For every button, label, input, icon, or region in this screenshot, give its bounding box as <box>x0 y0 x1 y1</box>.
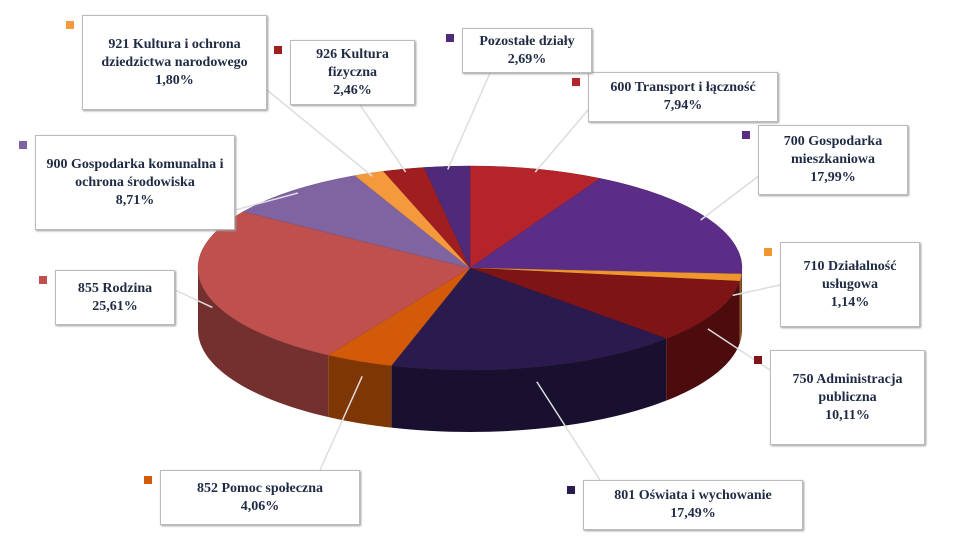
legend-marker <box>742 131 750 139</box>
category-label: 600 Transport i łączność <box>610 80 756 95</box>
legend-marker <box>572 78 580 86</box>
slice-side <box>739 273 742 344</box>
value-label: 8,71% <box>115 192 155 208</box>
legend-marker <box>567 486 575 494</box>
callout-label: 700 Gospodarka mieszkaniowa 17,99% <box>758 125 908 195</box>
category-label: 926 Kultura fizyczna <box>316 46 389 80</box>
leader-line <box>359 104 407 173</box>
leader-line <box>234 192 299 211</box>
value-label: 2,69% <box>507 51 547 67</box>
legend-marker <box>39 276 47 284</box>
callout-label: 926 Kultura fizyczna 2,46% <box>290 40 415 105</box>
leader-line <box>700 174 761 221</box>
callout-label: 900 Gospodarka komunalna i ochrona środo… <box>35 135 235 230</box>
category-label: 900 Gospodarka komunalna i ochrona środo… <box>46 156 224 190</box>
pie-slice <box>469 178 743 275</box>
category-label: 852 Pomoc społeczna <box>197 480 323 496</box>
value-label: 7,94% <box>663 98 703 113</box>
legend-marker <box>144 476 152 484</box>
value-label: 1,80% <box>155 72 194 88</box>
legend-marker <box>19 141 27 149</box>
callout-label: 750 Administracja publiczna 10,11% <box>770 350 925 445</box>
legend-marker <box>446 34 454 42</box>
pie-slice <box>242 175 471 269</box>
value-label: 4,06% <box>240 498 280 514</box>
callout-label: 855 Rodzina 25,61% <box>55 270 175 325</box>
callout-label: 710 Działalność usługowa 1,14% <box>780 242 920 327</box>
legend-marker <box>66 21 74 29</box>
value-label: 1,14% <box>830 294 870 310</box>
pie-slice <box>390 267 667 371</box>
callout-label: 921 Kultura i ochrona dziedzictwa narodo… <box>82 15 267 110</box>
callout-label: 852 Pomoc społeczna 4,06% <box>160 470 360 525</box>
legend-marker <box>764 248 772 256</box>
category-label: 710 Działalność usługowa <box>803 258 897 292</box>
leader-line <box>534 109 589 173</box>
leader-line <box>536 381 601 481</box>
slice-side <box>391 338 667 432</box>
leader-line <box>732 284 781 297</box>
value-label: 25,61% <box>92 298 138 314</box>
category-label: 921 Kultura i ochrona dziedzictwa narodo… <box>101 36 248 70</box>
legend-marker <box>274 46 282 54</box>
callout-label: 600 Transport i łączność 7,94% <box>588 72 778 122</box>
pie-slice <box>423 165 471 269</box>
value-label: 2,46% <box>333 82 372 98</box>
slice-side <box>328 355 392 428</box>
legend-marker <box>754 356 762 364</box>
category-label: 801 Oświata i wychowanie <box>614 488 772 503</box>
value-label: 10,11% <box>825 407 870 423</box>
callout-label: Pozostałe działy 2,69% <box>462 28 592 73</box>
leader-line <box>266 89 373 177</box>
value-label: 17,99% <box>810 170 856 185</box>
slice-side <box>666 281 740 401</box>
slice-side <box>198 268 329 418</box>
category-label: 750 Administracja publiczna <box>792 371 903 405</box>
category-label: 855 Rodzina <box>77 280 153 296</box>
category-label: 700 Gospodarka mieszkaniowa <box>783 134 883 167</box>
leader-line <box>447 72 491 170</box>
callout-label: 801 Oświata i wychowanie 17,49% <box>583 480 803 530</box>
pie-slice <box>469 267 741 339</box>
leader-line <box>174 289 213 309</box>
leader-line <box>319 376 363 471</box>
value-label: 17,49% <box>670 506 716 521</box>
category-label: Pozostałe działy <box>479 33 575 49</box>
